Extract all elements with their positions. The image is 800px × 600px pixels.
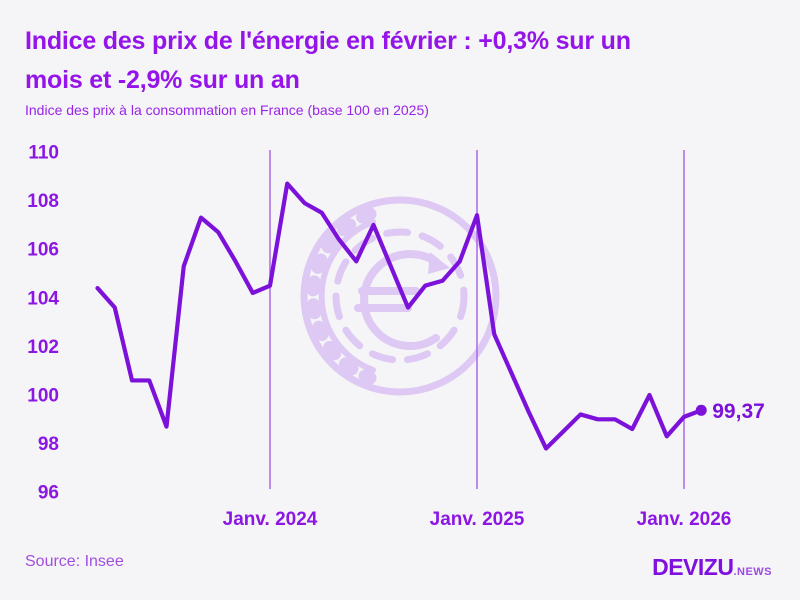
page-title-line1: Indice des prix de l'énergie en février … — [25, 27, 631, 55]
x-axis-label: Janv. 2025 — [430, 509, 525, 530]
y-tick-label: 104 — [27, 288, 59, 309]
y-tick-label: 100 — [27, 386, 59, 407]
y-tick-label: 108 — [27, 191, 59, 212]
y-tick-label: 98 — [38, 434, 59, 455]
y-tick-label: 102 — [27, 337, 59, 358]
x-axis-label: Janv. 2026 — [637, 509, 732, 530]
euro-coin-watermark-icon — [300, 196, 500, 396]
x-axis-label: Janv. 2024 — [223, 509, 318, 530]
brand-logo: DEVIZU .NEWS — [652, 554, 772, 581]
last-point-dot — [695, 404, 707, 416]
brand-suffix: .NEWS — [733, 566, 772, 578]
y-tick-label: 106 — [27, 240, 59, 261]
source-credit: Source: Insee — [25, 553, 124, 570]
price-line-series — [95, 181, 704, 451]
brand-name: DEVIZU — [652, 554, 734, 580]
page-title: Indice des prix de l'énergie en février … — [25, 22, 795, 100]
y-tick-label: 96 — [38, 483, 59, 504]
y-tick-label: 110 — [28, 143, 59, 164]
last-value-label: 99,37 — [712, 400, 765, 423]
page-title-line2: mois et -2,9% sur un an — [25, 66, 300, 94]
chart-subtitle: Indice des prix à la consommation en Fra… — [25, 102, 429, 118]
